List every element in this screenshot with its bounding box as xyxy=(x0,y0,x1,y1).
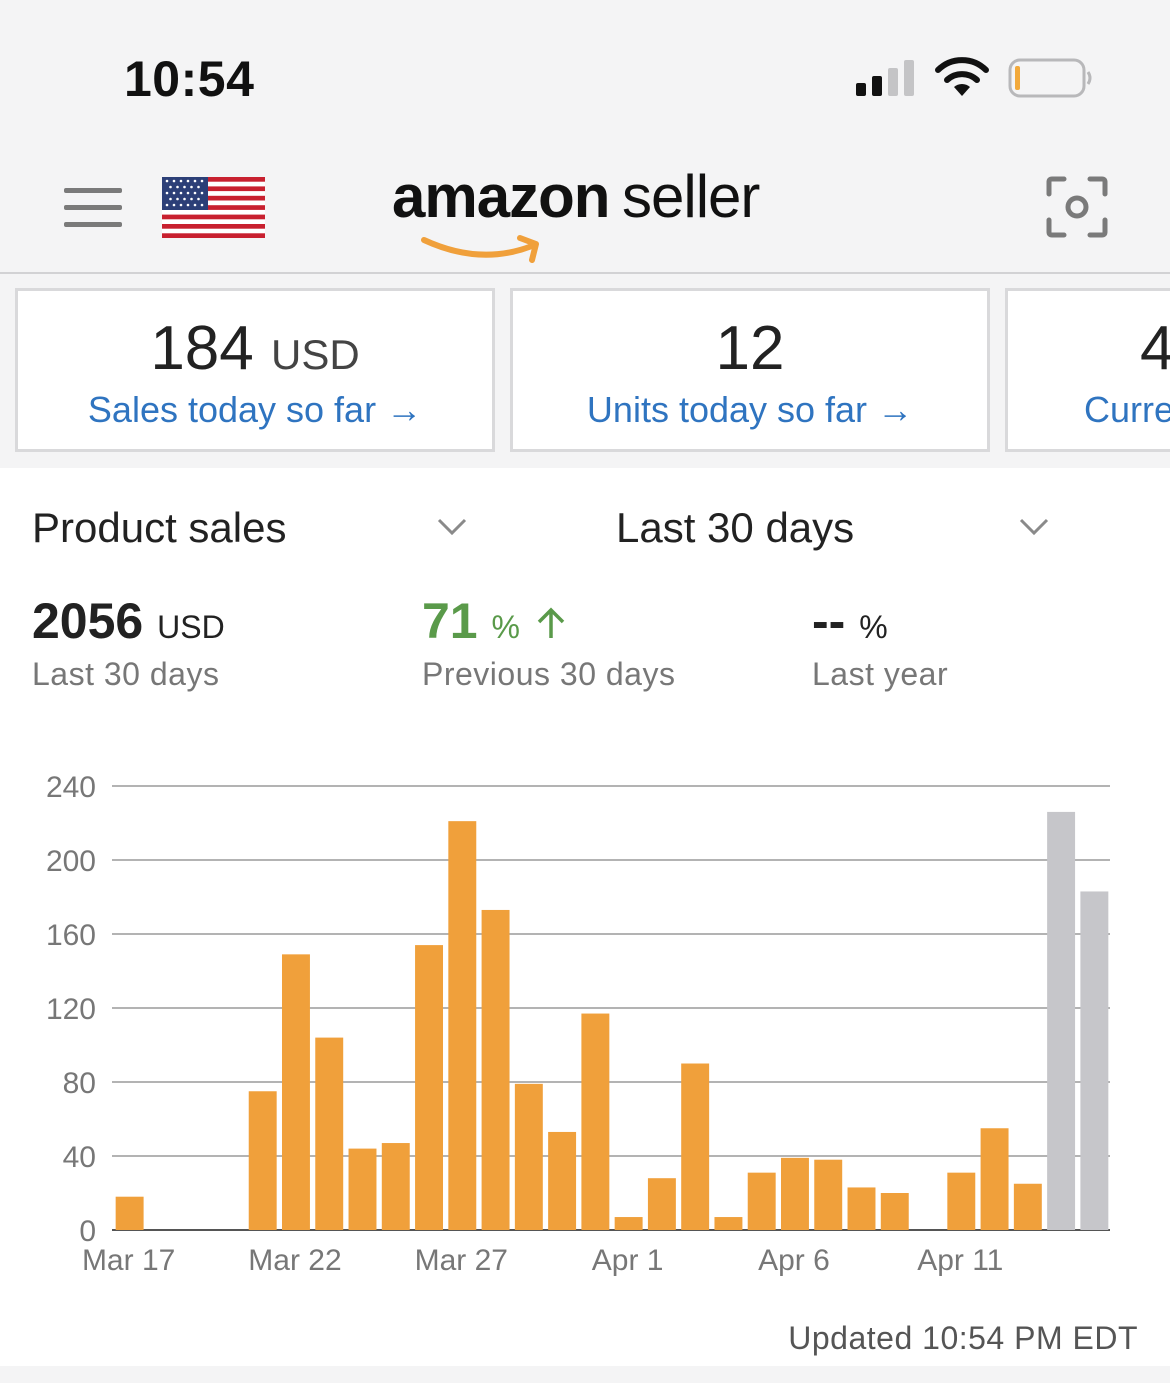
logo-amazon-text: amazon xyxy=(392,163,610,230)
bar xyxy=(847,1187,876,1230)
previous-label: Previous 30 days xyxy=(422,656,676,692)
last-year-unit: % xyxy=(859,609,888,645)
third-kpi-value: 4 xyxy=(1140,314,1170,383)
bar xyxy=(814,1159,843,1230)
current-period-metric: 2056 USD Last 30 days xyxy=(32,592,225,693)
units-today-card[interactable]: 12 Units today so far → xyxy=(510,288,990,452)
y-tick-label: 200 xyxy=(46,845,96,878)
sales-today-card[interactable]: 184 USD Sales today so far → xyxy=(15,288,495,452)
camera-scan-icon[interactable] xyxy=(1046,176,1108,238)
status-time: 10:54 xyxy=(124,51,255,107)
bar xyxy=(747,1172,776,1230)
bar xyxy=(115,1196,144,1230)
x-tick-label: Mar 17 xyxy=(82,1244,175,1277)
bar xyxy=(248,1091,277,1230)
bar xyxy=(1080,891,1109,1230)
previous-unit: % xyxy=(491,609,520,645)
bar xyxy=(448,821,477,1230)
arrow-right-icon: → xyxy=(386,389,423,430)
bar xyxy=(315,1037,344,1230)
kpi-cards: 184 USD Sales today so far → 12 Units to… xyxy=(0,276,1170,468)
wifi-icon xyxy=(935,57,989,96)
y-tick-label: 120 xyxy=(46,993,96,1026)
bar xyxy=(980,1128,1009,1230)
current-unit: USD xyxy=(157,609,225,645)
y-tick-label: 0 xyxy=(79,1215,96,1248)
bar xyxy=(614,1217,643,1230)
app-header: amazon seller xyxy=(0,140,1170,274)
x-tick-label: Mar 27 xyxy=(415,1244,508,1277)
bar xyxy=(348,1148,377,1230)
period-dropdown[interactable]: Last 30 days xyxy=(616,504,1056,564)
bar xyxy=(481,909,510,1230)
menu-icon[interactable] xyxy=(64,188,122,228)
x-tick-label: Apr 11 xyxy=(917,1244,1003,1277)
amazon-smile-icon xyxy=(421,235,539,263)
metric-dropdown-value: Product sales xyxy=(32,504,287,551)
bar xyxy=(1013,1183,1042,1230)
metric-dropdown[interactable]: Product sales xyxy=(32,504,472,564)
x-tick-label: Mar 22 xyxy=(248,1244,341,1277)
last-year-value: -- xyxy=(812,593,846,649)
bar xyxy=(947,1172,976,1230)
bar xyxy=(880,1193,909,1230)
updated-timestamp: Updated 10:54 PM EDT xyxy=(788,1320,1138,1356)
bar xyxy=(581,1013,610,1230)
x-tick-label: Apr 6 xyxy=(758,1244,830,1277)
third-kpi-card[interactable]: 4 Curre xyxy=(1005,288,1170,452)
x-tick-label: Apr 1 xyxy=(592,1244,664,1277)
bar xyxy=(714,1217,743,1230)
bar xyxy=(415,945,444,1230)
sales-panel: Product sales Last 30 days 2056 USD Last… xyxy=(0,468,1170,1366)
bar xyxy=(647,1178,676,1230)
bar xyxy=(1047,811,1076,1230)
last-year-metric: -- % Last year xyxy=(812,592,948,693)
status-bar: 10:54 xyxy=(0,0,1170,140)
current-value: 2056 xyxy=(32,593,144,649)
units-today-value: 12 xyxy=(715,314,785,383)
period-dropdown-value: Last 30 days xyxy=(616,504,855,551)
bar xyxy=(281,954,310,1230)
current-label: Last 30 days xyxy=(32,656,220,692)
logo-seller-text: seller xyxy=(622,163,760,230)
y-tick-label: 160 xyxy=(46,919,96,952)
battery-icon xyxy=(1008,58,1092,98)
sales-today-value: 184 USD xyxy=(150,314,360,383)
previous-period-metric: 71 % Previous 30 days xyxy=(422,592,675,693)
third-kpi-link[interactable]: Curre xyxy=(1084,389,1170,430)
chevron-down-icon xyxy=(437,518,467,536)
bar xyxy=(514,1083,543,1230)
units-today-link[interactable]: Units today so far → xyxy=(586,389,914,430)
previous-value: 71 xyxy=(422,593,478,649)
arrow-up-icon xyxy=(537,607,565,638)
chevron-down-icon xyxy=(1019,518,1049,536)
sales-today-link[interactable]: Sales today so far → xyxy=(87,389,423,430)
y-tick-label: 40 xyxy=(63,1141,96,1174)
bar xyxy=(548,1131,577,1230)
arrow-right-icon: → xyxy=(877,389,914,430)
last-year-label: Last year xyxy=(812,656,949,692)
amazon-seller-logo: amazon seller xyxy=(392,158,782,263)
cellular-signal-icon xyxy=(856,58,916,96)
bar xyxy=(381,1143,410,1230)
bar xyxy=(780,1157,809,1230)
us-flag-icon[interactable] xyxy=(162,177,265,238)
bar xyxy=(681,1063,710,1230)
y-tick-label: 80 xyxy=(63,1067,96,1100)
y-tick-label: 240 xyxy=(46,771,96,804)
